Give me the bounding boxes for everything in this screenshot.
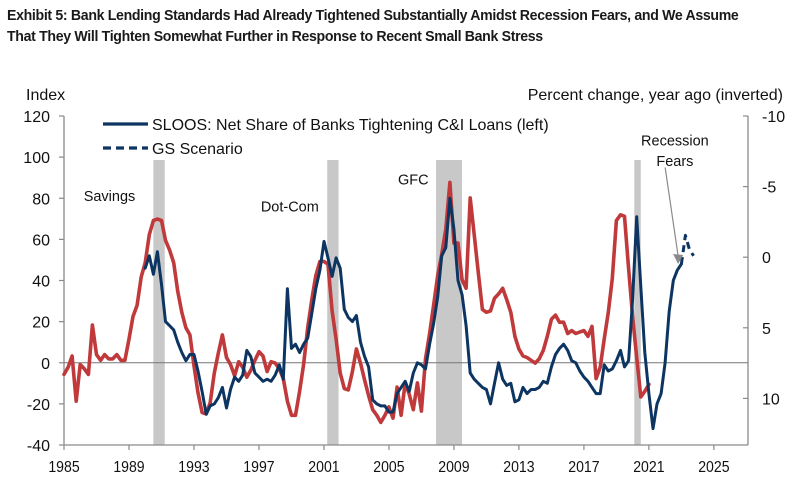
left-tick-label: -20 [27,397,50,414]
left-tick-label: 80 [32,191,50,208]
legend-label-gs-scenario[interactable]: GS Scenario [152,141,243,158]
annotation-arrow-line [664,167,679,257]
right-tick-label: -5 [762,180,776,197]
series-lines [62,180,695,431]
series-line-sloos [143,196,683,431]
x-tick-label: 2025 [698,458,729,476]
annotation-label: Savings [84,189,136,205]
legend: SLOOS: Net Share of Banks Tightening C&I… [103,117,549,158]
series-line-gs-scenario [679,233,695,265]
axes [59,115,749,450]
right-tick-label: 10 [762,391,780,408]
x-tick-label: 1993 [178,458,209,476]
x-tick-label: 2021 [633,458,664,476]
tick-labels: 120 100 80 60 40 20 0 -20 -40 -10 -5 0 5 10 1985 1989 19… [23,109,785,476]
annotation-label: Dot-Com [261,199,319,215]
left-tick-label: 20 [32,315,50,332]
x-tick-label: 2013 [503,458,534,476]
right-tick-label: 0 [762,250,771,267]
annotation-label: Recession [641,134,709,150]
left-tick-label: 60 [32,232,50,249]
annotations: Savings Dot-Com GFC Recession Fears [84,134,709,265]
right-axis-title: Percent change, year ago (inverted) [528,87,783,104]
x-tick-label: 2017 [568,458,599,476]
annotation-arrow-head [673,254,684,265]
annotation-label: GFC [398,173,429,189]
x-tick-label: 2005 [373,458,404,476]
left-tick-label: 40 [32,274,50,291]
legend-label-sloos[interactable]: SLOOS: Net Share of Banks Tightening C&I… [152,117,549,134]
right-tick-label: 5 [762,321,771,338]
left-tick-label: 0 [41,356,50,373]
x-tick-label: 1997 [243,458,274,476]
recession-bar [153,160,165,445]
left-tick-label: 120 [23,109,50,126]
x-tick-label: 2009 [438,458,469,476]
chart-title: Exhibit 5: Bank Lending Standards Had Al… [7,7,739,45]
series-line-loan-growth [62,180,651,425]
left-tick-label: -40 [27,438,50,455]
x-tick-label: 2001 [308,458,339,476]
left-axis-title: Index [26,87,65,104]
left-tick-label: 100 [23,150,50,167]
recession-bar [634,160,641,445]
x-tick-label: 1989 [113,458,144,476]
x-tick-label: 1985 [48,458,79,476]
annotation-label: Fears [656,154,693,170]
right-tick-label: -10 [762,109,785,126]
